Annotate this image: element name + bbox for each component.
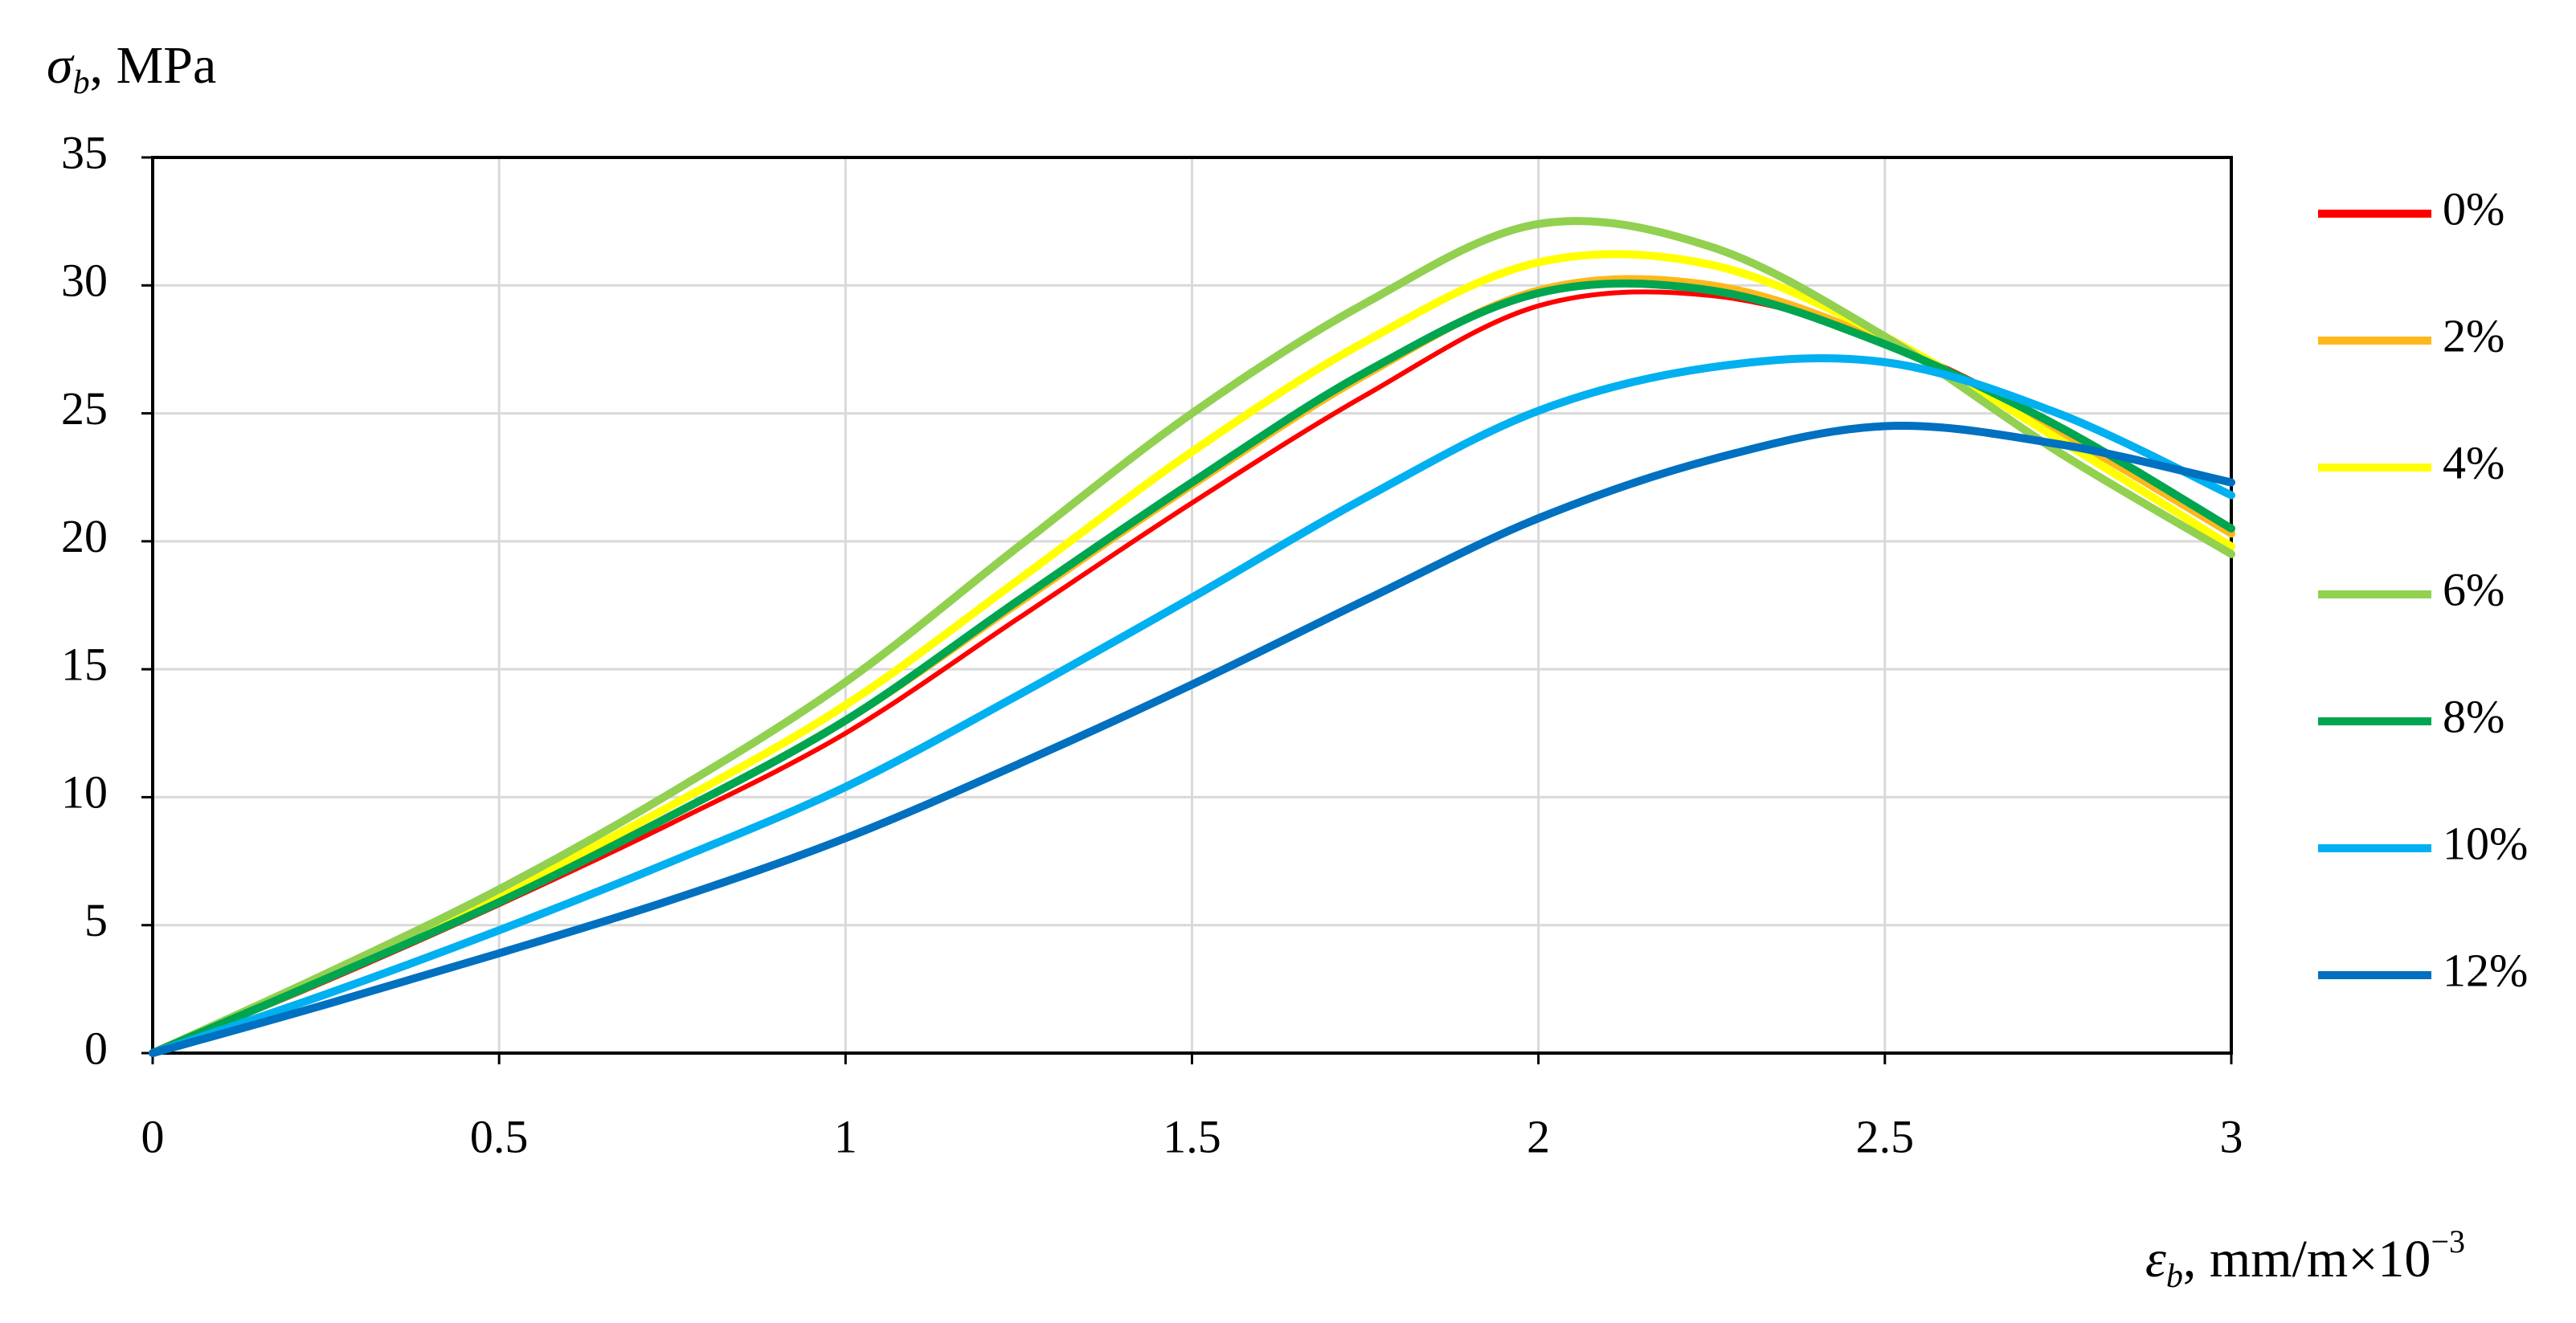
x-tick-label: 3 xyxy=(2220,1110,2243,1162)
legend-label: 4% xyxy=(2443,436,2504,488)
x-tick-label: 0.5 xyxy=(470,1110,529,1162)
legend-label: 6% xyxy=(2443,563,2504,615)
legend-label: 8% xyxy=(2443,690,2504,742)
data-line xyxy=(149,217,2235,1057)
plot-frame xyxy=(151,156,2233,1055)
data-line xyxy=(149,422,2235,1057)
y-tick-label: 5 xyxy=(84,894,108,946)
y-axis-label: σb, MPa xyxy=(47,36,216,101)
x-tick-label: 1 xyxy=(834,1110,857,1162)
legend-label: 12% xyxy=(2443,944,2528,996)
y-tick-label: 25 xyxy=(61,382,108,435)
x-tick-label: 1.5 xyxy=(1163,1110,1221,1162)
data-line xyxy=(149,354,2235,1057)
x-axis-label: εb, mm/m×10−3 xyxy=(2145,1223,2465,1294)
y-tick-label: 20 xyxy=(61,510,108,562)
legend-label: 10% xyxy=(2443,817,2528,869)
legend-label: 2% xyxy=(2443,309,2504,361)
x-tick-label: 0 xyxy=(141,1110,165,1162)
y-tick-label: 0 xyxy=(84,1022,108,1074)
y-tick-label: 10 xyxy=(61,766,108,819)
x-tick-label: 2.5 xyxy=(1856,1110,1915,1162)
data-line xyxy=(149,279,2235,1057)
y-tick-label: 30 xyxy=(61,255,108,307)
y-tick-label: 15 xyxy=(61,638,108,690)
x-tick-label: 2 xyxy=(1527,1110,1550,1162)
y-tick-label: 35 xyxy=(61,126,108,178)
legend-label: 0% xyxy=(2443,182,2504,235)
